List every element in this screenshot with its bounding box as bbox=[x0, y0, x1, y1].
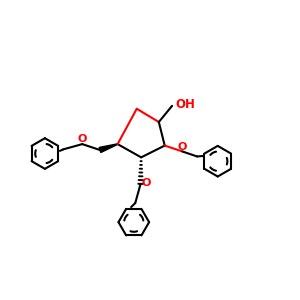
Polygon shape bbox=[99, 144, 118, 152]
Text: O: O bbox=[177, 142, 187, 152]
Text: OH: OH bbox=[175, 98, 195, 111]
Text: O: O bbox=[142, 178, 151, 188]
Text: O: O bbox=[78, 134, 87, 144]
